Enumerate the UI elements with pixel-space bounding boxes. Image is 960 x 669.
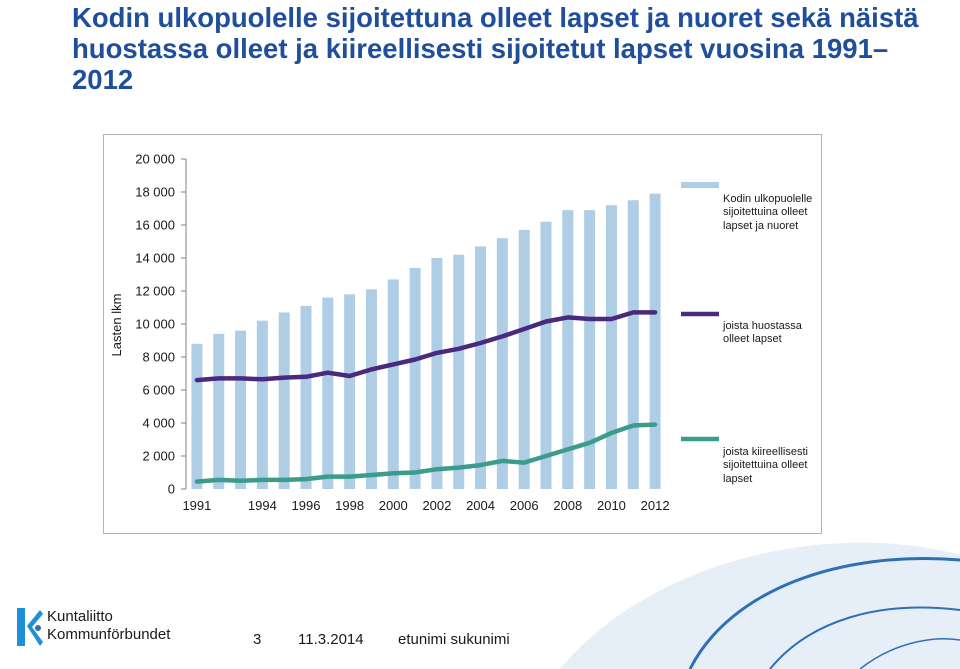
- y-tick-label: 0: [168, 482, 175, 497]
- footer-author: etunimi sukunimi: [398, 631, 510, 648]
- x-tick-label: 1998: [335, 498, 364, 513]
- swoosh-arc-2: [769, 606, 960, 669]
- y-tick-label: 4 000: [142, 416, 175, 431]
- line-series-emergency: [194, 422, 658, 484]
- chart-frame: [103, 134, 822, 534]
- x-tick-label: 2002: [422, 498, 451, 513]
- logo-line-2: Kommunförbundet: [47, 626, 171, 643]
- bar: [344, 294, 356, 489]
- bar: [191, 343, 203, 489]
- bar: [627, 200, 639, 489]
- kuntaliitto-logo: Kuntaliitto Kommunförbundet: [14, 604, 204, 654]
- x-tick-label: 2008: [553, 498, 582, 513]
- y-tick-label: 20 000: [135, 152, 175, 167]
- y-tick-label: 8 000: [142, 350, 175, 365]
- y-tick-label: 12 000: [135, 284, 175, 299]
- x-tick-label: 2006: [510, 498, 539, 513]
- legend-label-bars: Kodin ulkopuolelle sijoitettuina olleet …: [723, 192, 813, 232]
- y-tick-label: 2 000: [142, 449, 175, 464]
- bar: [365, 289, 377, 489]
- footer-date: 11.3.2014: [298, 631, 364, 648]
- x-tick-label: 1994: [248, 498, 277, 513]
- x-tick-label: 1991: [182, 498, 211, 513]
- bar: [278, 312, 290, 489]
- bar: [322, 297, 334, 489]
- legend-label-emergency: joista kiireellisesti sijoitettuina olle…: [723, 445, 808, 485]
- y-tick-label: 14 000: [135, 251, 175, 266]
- x-tick-label: 2004: [466, 498, 495, 513]
- y-tick-label: 6 000: [142, 383, 175, 398]
- bar: [562, 210, 574, 489]
- page-number: 3: [253, 631, 262, 648]
- bar: [518, 229, 530, 489]
- bar: [431, 258, 443, 489]
- swoosh-arc-3: [859, 638, 960, 669]
- bar: [475, 246, 487, 489]
- bar: [235, 330, 247, 489]
- x-tick-label: 2012: [641, 498, 670, 513]
- bar: [256, 320, 268, 489]
- x-tick-label: 2000: [379, 498, 408, 513]
- bar: [584, 210, 596, 489]
- y-tick-label: 18 000: [135, 185, 175, 200]
- bar: [496, 238, 508, 489]
- bar: [605, 205, 617, 489]
- kuntaliitto-logo-icon: [17, 608, 43, 646]
- x-tick-label: 2010: [597, 498, 626, 513]
- y-axis-label: Lasten lkm: [109, 294, 124, 357]
- bar: [540, 221, 552, 489]
- bar: [213, 333, 225, 489]
- slide-title: Kodin ulkopuolelle sijoitettuna olleet l…: [72, 2, 919, 95]
- bar: [387, 279, 399, 489]
- x-tick-label: 1996: [292, 498, 321, 513]
- line-series-custody: [194, 310, 658, 383]
- bar: [409, 267, 421, 489]
- bar: [453, 254, 465, 489]
- bar: [649, 193, 661, 489]
- legend-label-custody: joista huostassa olleet lapset: [723, 319, 802, 346]
- y-tick-label: 10 000: [135, 317, 175, 332]
- swoosh-light: [560, 542, 960, 669]
- swoosh-arc-1: [688, 556, 960, 669]
- y-tick-label: 16 000: [135, 218, 175, 233]
- bar: [300, 305, 312, 489]
- logo-line-1: Kuntaliitto: [47, 608, 113, 625]
